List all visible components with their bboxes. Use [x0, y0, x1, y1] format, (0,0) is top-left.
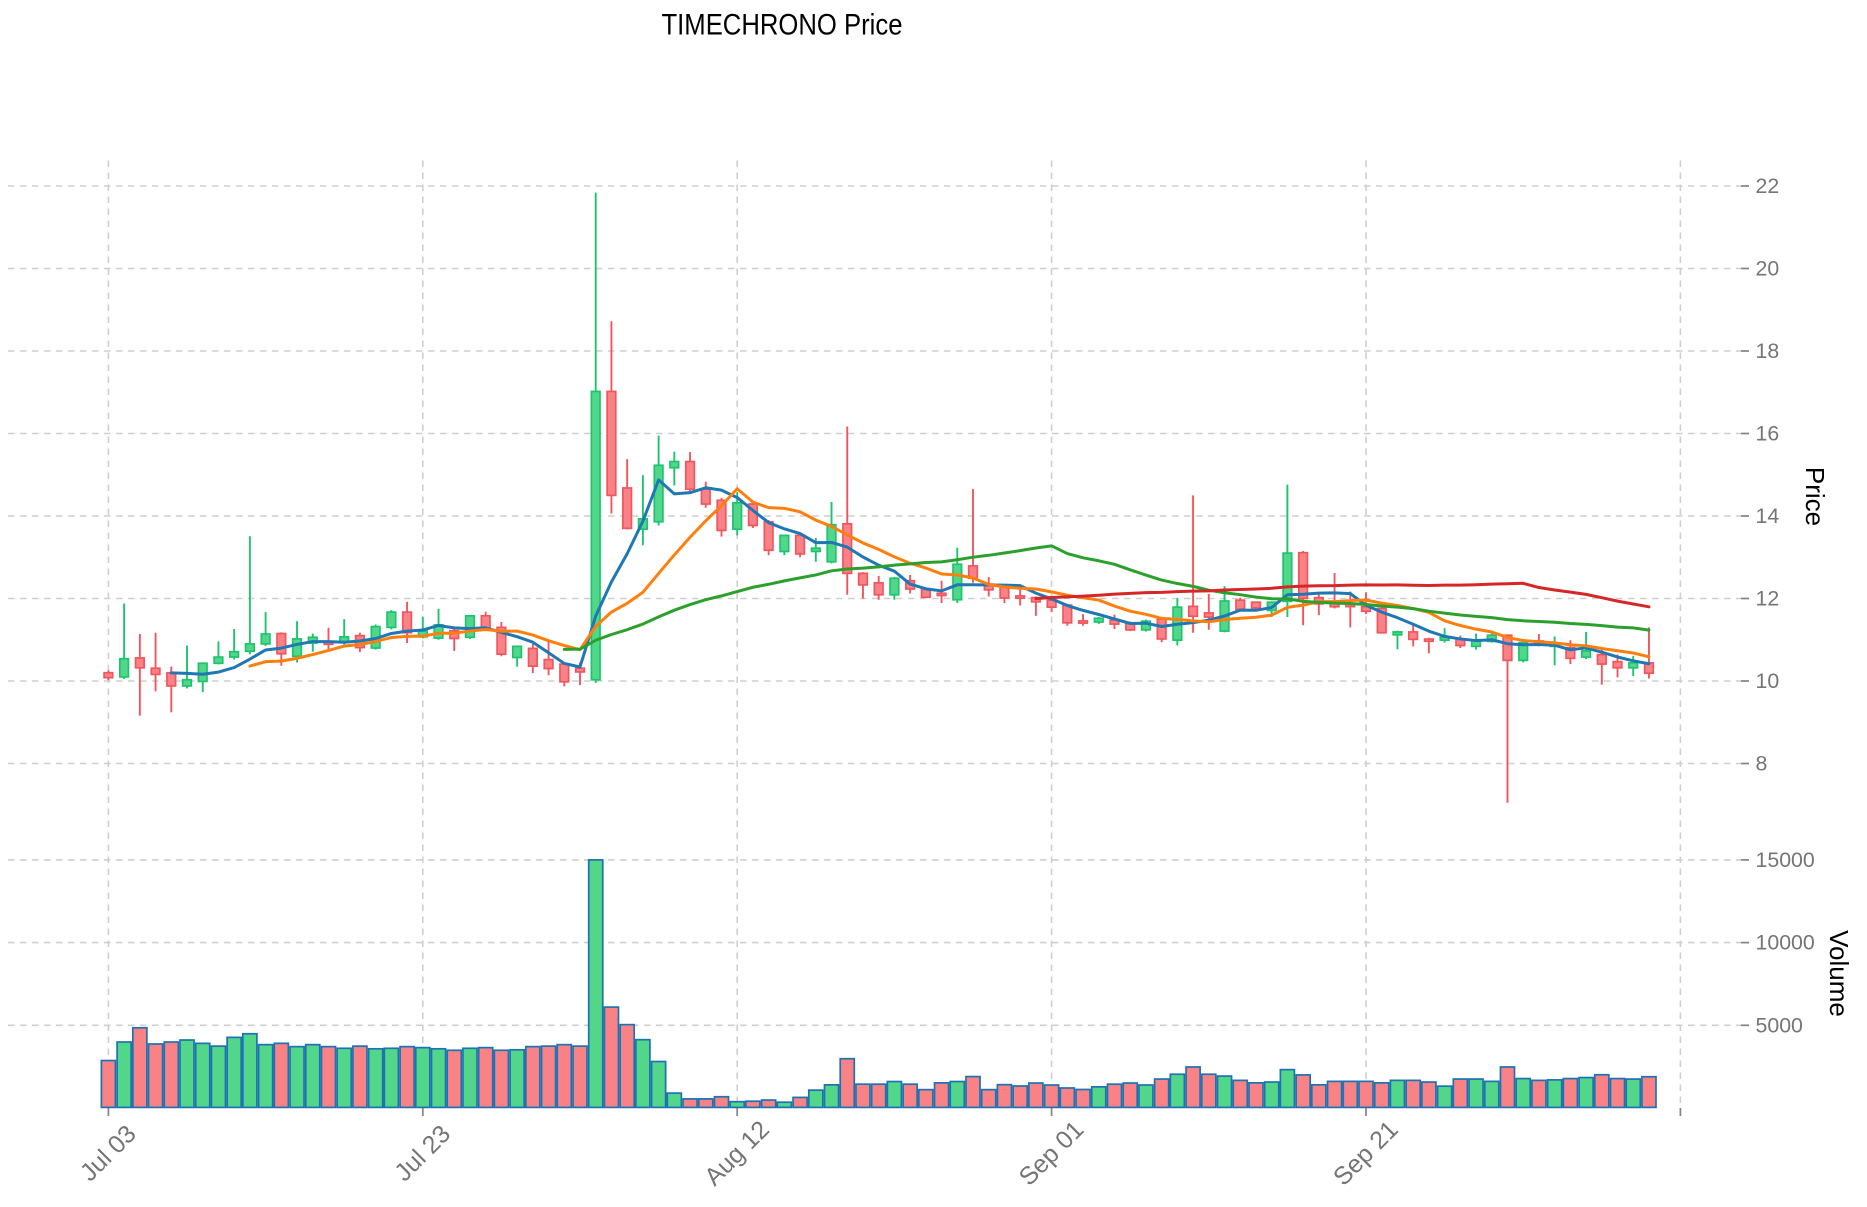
svg-text:5000: 5000 [1756, 1013, 1804, 1037]
svg-text:18: 18 [1756, 339, 1780, 363]
svg-text:8: 8 [1756, 752, 1768, 776]
svg-text:Volume: Volume [1824, 930, 1854, 1017]
svg-text:15000: 15000 [1756, 848, 1815, 872]
svg-text:12: 12 [1756, 587, 1780, 611]
svg-text:16: 16 [1756, 422, 1780, 446]
svg-text:TIMECHRONO Price: TIMECHRONO Price [662, 8, 903, 41]
svg-text:22: 22 [1756, 174, 1780, 198]
svg-text:14: 14 [1756, 504, 1780, 528]
svg-text:10000: 10000 [1756, 931, 1815, 955]
svg-text:10: 10 [1756, 669, 1780, 693]
svg-text:20: 20 [1756, 257, 1780, 281]
svg-text:Price: Price [1800, 467, 1830, 526]
